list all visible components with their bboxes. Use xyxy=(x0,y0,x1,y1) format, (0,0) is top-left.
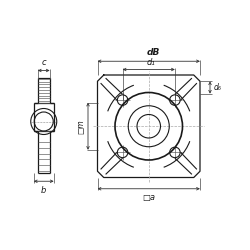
Text: □a: □a xyxy=(142,193,155,202)
Text: d₁: d₁ xyxy=(147,58,156,67)
Text: dB: dB xyxy=(147,48,160,57)
Text: c: c xyxy=(42,58,46,67)
Text: d₆: d₆ xyxy=(214,83,222,92)
Text: □m: □m xyxy=(76,119,85,134)
Text: b: b xyxy=(41,186,46,195)
